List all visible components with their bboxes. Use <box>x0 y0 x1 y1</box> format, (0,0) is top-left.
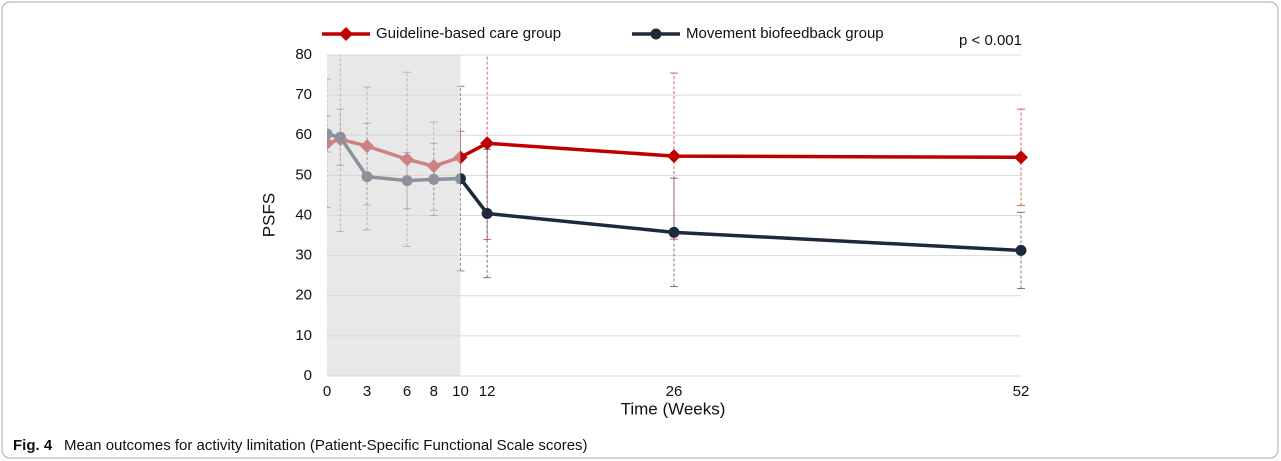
caption: Mean outcomes for activity limitation (P… <box>64 437 588 454</box>
y-tick-label: 60 <box>295 126 312 143</box>
y-tick-label: 80 <box>295 46 312 63</box>
y-tick-label: 50 <box>295 166 312 183</box>
y-tick-label: 70 <box>295 86 312 103</box>
legend-label: Guideline-based care group <box>376 25 561 42</box>
data-point <box>1015 244 1027 256</box>
caption-label: Fig. 4 <box>13 437 53 454</box>
x-tick-label: 52 <box>1013 383 1030 400</box>
x-tick-label: 12 <box>479 383 496 400</box>
y-axis-label: PSFS <box>259 193 278 237</box>
legend-marker <box>650 28 662 40</box>
y-tick-label: 10 <box>295 327 312 344</box>
y-tick-label: 30 <box>295 247 312 264</box>
x-tick-label: 10 <box>452 383 469 400</box>
y-tick-label: 40 <box>295 206 312 223</box>
y-tick-label: 0 <box>304 367 312 384</box>
y-tick-label: 20 <box>295 287 312 304</box>
data-point <box>667 149 681 164</box>
x-tick-label: 6 <box>403 383 411 400</box>
x-axis-label: Time (Weeks) <box>621 399 726 418</box>
x-tick-label: 26 <box>666 383 683 400</box>
legend-label: Movement biofeedback group <box>686 25 884 42</box>
x-tick-label: 0 <box>323 383 331 400</box>
shaded-region <box>327 55 461 376</box>
x-tick-label: 3 <box>363 383 371 400</box>
legend-marker <box>339 27 353 41</box>
data-point <box>480 136 495 151</box>
data-point <box>481 207 493 219</box>
data-point <box>668 226 680 238</box>
annotation: p < 0.001 <box>959 32 1022 49</box>
data-point <box>1014 150 1028 165</box>
x-tick-label: 8 <box>430 383 438 400</box>
